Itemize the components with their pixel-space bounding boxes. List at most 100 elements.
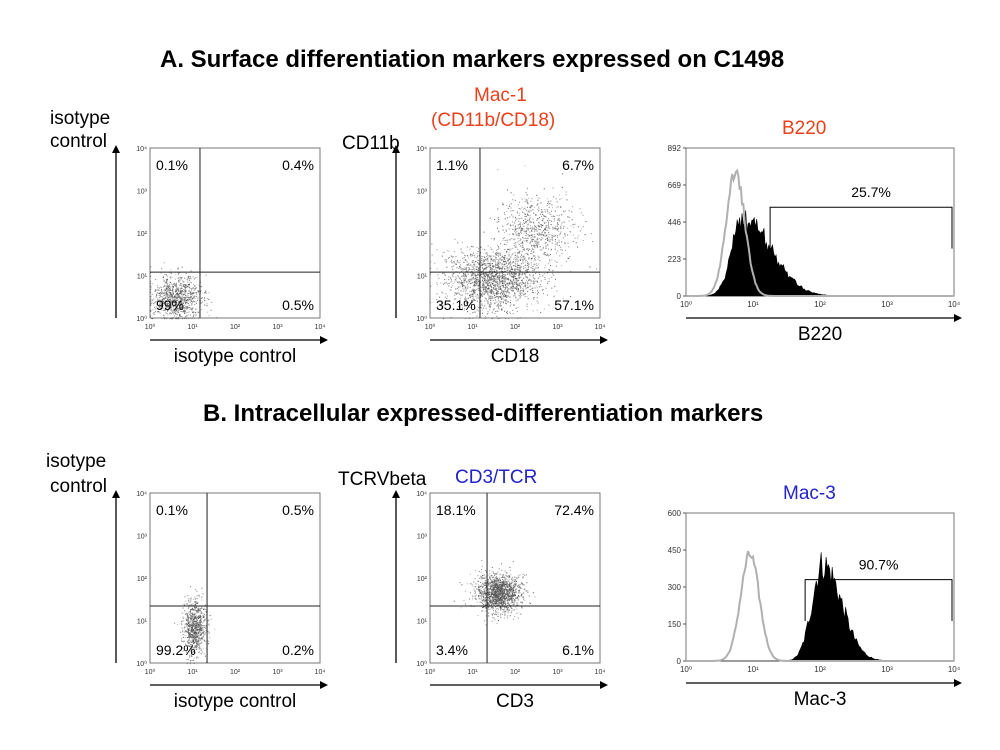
y-tick-label: 10³ (137, 534, 148, 541)
quadrant-upper-left-pct: 0.1% (156, 502, 188, 518)
y-tick-label: 10⁴ (136, 146, 147, 153)
y-tick-label: 10⁰ (136, 315, 147, 323)
y-tick-label: 10² (137, 576, 148, 583)
y-tick-label: 0 (677, 657, 682, 666)
x-tick-label: 10³ (552, 324, 563, 331)
x-tick-label: 10² (510, 669, 521, 676)
y-tick-label: 300 (668, 583, 682, 592)
quadrant-upper-left-pct: 1.1% (436, 157, 468, 173)
panel-a-right-histogram: 25.7% 0 223 446 669 892 10⁰ 10¹ 10² 10³ 10⁴ B220 (668, 144, 962, 345)
panel-a-left-ylabel-line1: isotype (50, 108, 111, 129)
y-tick-label: 10² (137, 231, 148, 238)
y-tick-label: 10¹ (417, 619, 428, 626)
y-tick-label: 446 (668, 218, 682, 227)
x-axis-label: Mac-3 (794, 689, 847, 710)
event-dots (174, 586, 216, 665)
y-tick-label: 150 (668, 620, 682, 629)
panel-b-left-ylabel-line1: isotype (46, 451, 107, 472)
panel-a-right-title: B220 (782, 118, 827, 139)
quadrant-lower-left-pct: 35.1% (436, 297, 476, 313)
y-tick-label: 10⁴ (416, 491, 427, 498)
plot-frame (429, 147, 601, 319)
isotype-histogram (686, 168, 954, 297)
x-tick-label: 10⁰ (425, 323, 436, 331)
plot-frame (149, 492, 321, 664)
y-tick-label: 10³ (417, 189, 428, 196)
x-tick-label: 10⁴ (948, 300, 961, 309)
x-axis-label: B220 (798, 324, 842, 345)
y-tick-label: 10³ (417, 534, 428, 541)
x-tick-label: 10⁰ (680, 665, 692, 674)
panel-a-middle-ylabel: CD11b (342, 133, 400, 154)
x-tick-label: 10⁰ (145, 668, 156, 676)
x-tick-label: 10⁴ (315, 324, 326, 331)
quadrant-upper-right-pct: 0.4% (282, 157, 314, 173)
quadrant-lower-right-pct: 6.1% (562, 642, 594, 658)
panel-a-middle-title-line2: (CD11b/CD18) (431, 110, 556, 131)
quadrant-upper-right-pct: 0.5% (282, 502, 314, 518)
x-axis-arrowhead (600, 681, 608, 689)
x-tick-label: 10⁰ (145, 323, 156, 331)
y-tick-label: 600 (668, 509, 682, 518)
panel-b-right-title: Mac-3 (783, 483, 836, 504)
quadrant-upper-right-pct: 72.4% (554, 502, 594, 518)
x-tick-label: 10² (814, 665, 826, 674)
event-dots (453, 559, 536, 626)
x-tick-label: 10¹ (747, 300, 759, 309)
x-tick-label: 10² (510, 324, 521, 331)
x-tick-label: 10⁴ (595, 669, 606, 676)
y-axis-arrowhead (392, 490, 400, 498)
x-tick-label: 10⁴ (948, 665, 961, 674)
y-tick-label: 10⁴ (416, 146, 427, 153)
x-axis-label: isotype control (174, 691, 297, 712)
plot-frame (429, 492, 601, 664)
y-tick-label: 10⁰ (416, 315, 427, 323)
y-tick-label: 10² (417, 576, 428, 583)
panel-b-middle-title: CD3/TCR (455, 467, 538, 488)
panel-b-middle-ylabel: TCRVbeta (338, 469, 427, 490)
sample-histogram (686, 552, 954, 662)
y-tick-label: 223 (668, 255, 682, 264)
y-tick-label: 10³ (137, 189, 148, 196)
y-tick-label: 10⁴ (136, 491, 147, 498)
x-tick-label: 10⁴ (315, 669, 326, 676)
y-axis-arrowhead (112, 490, 120, 498)
y-tick-label: 892 (668, 144, 682, 153)
panel-b-left-ylabel-line2: control (50, 476, 108, 497)
x-tick-label: 10¹ (187, 669, 198, 676)
quadrant-lower-left-pct: 99% (156, 297, 184, 313)
quadrant-upper-left-pct: 18.1% (436, 502, 476, 518)
x-tick-label: 10³ (272, 669, 283, 676)
x-axis-arrowhead (954, 679, 962, 687)
x-axis-arrowhead (954, 314, 962, 322)
marker-gate-bracket (804, 579, 953, 622)
y-tick-label: 10⁰ (416, 660, 427, 668)
quadrant-lower-left-pct: 99.2% (156, 642, 196, 658)
quadrant-lower-right-pct: 0.5% (282, 297, 314, 313)
x-axis-arrowhead (320, 681, 328, 689)
panel-b-right-histogram: 90.7% 0 150 300 450 600 10⁰ 10¹ 10² 10³ 10⁴ Mac-3 (668, 509, 962, 710)
section-a-title: A. Surface differentiation markers expre… (160, 46, 785, 73)
y-tick-label: 669 (668, 181, 682, 190)
x-axis-arrowhead (320, 336, 328, 344)
marker-gate-pct: 25.7% (851, 184, 891, 200)
marker-gate-bracket (769, 206, 953, 249)
y-axis-arrowhead (112, 145, 120, 153)
quadrant-upper-right-pct: 6.7% (562, 157, 594, 173)
x-axis-label: CD3 (496, 691, 534, 712)
x-tick-label: 10³ (881, 665, 893, 674)
isotype-histogram (686, 550, 954, 662)
x-axis-label: CD18 (491, 346, 540, 367)
marker-gate-pct: 90.7% (859, 557, 899, 573)
y-tick-label: 10¹ (137, 274, 148, 281)
section-b-title: B. Intracellular expressed-differentiati… (203, 400, 764, 427)
panel-a-middle-title-line1: Mac-1 (474, 85, 527, 106)
quadrant-lower-right-pct: 57.1% (554, 297, 594, 313)
y-tick-label: 10² (417, 231, 428, 238)
panel-a-left-ylabel-line2: control (50, 131, 108, 152)
x-tick-label: 10² (230, 324, 241, 331)
x-tick-label: 10⁴ (595, 324, 606, 331)
